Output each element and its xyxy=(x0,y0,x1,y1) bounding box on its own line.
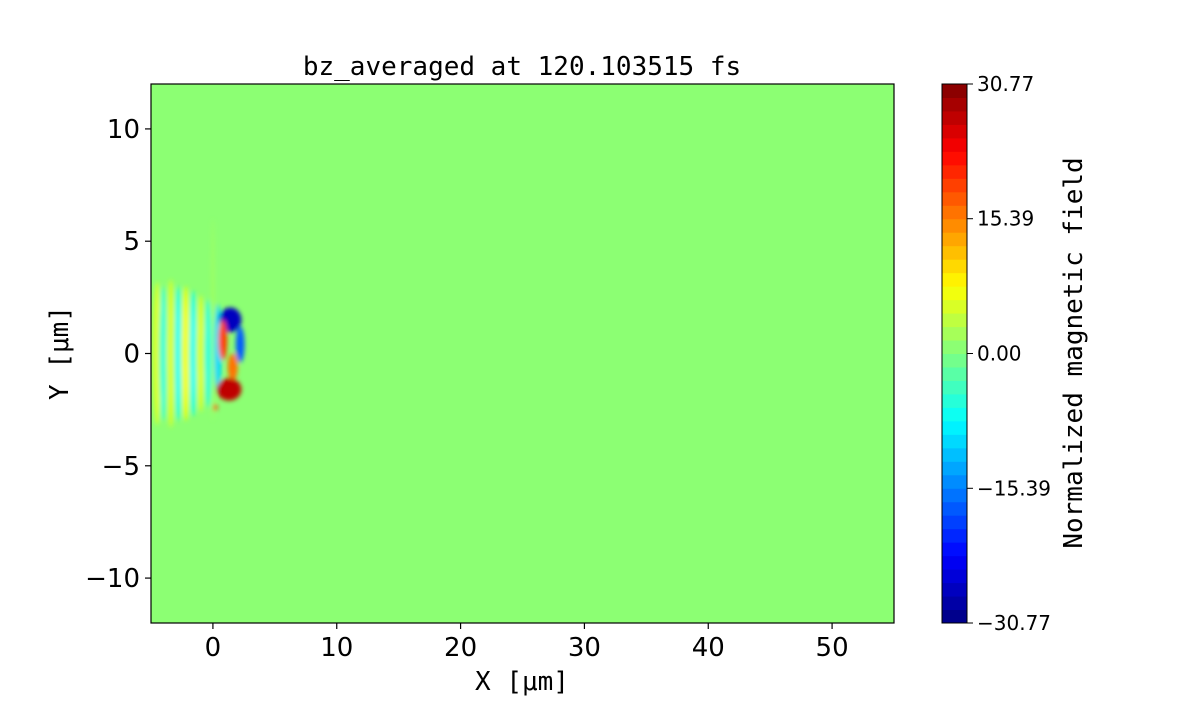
y-axis-label: Y [μm] xyxy=(45,306,75,400)
colorbar-tick-label: −30.77 xyxy=(977,611,1051,635)
colorbar-level xyxy=(942,596,967,611)
y-tick-label: 10 xyxy=(107,115,140,145)
y-tick-label: −10 xyxy=(85,564,140,594)
x-tick-label: 40 xyxy=(692,633,725,663)
field-feature xyxy=(216,378,242,401)
x-tick-label: 20 xyxy=(444,633,477,663)
field-feature xyxy=(218,319,228,361)
x-tick-label: 0 xyxy=(205,633,222,663)
colorbar-level xyxy=(942,542,967,557)
colorbar-tick-label: 0.00 xyxy=(977,342,1022,366)
colorbar-level xyxy=(942,366,967,381)
colorbar-level xyxy=(942,609,967,624)
colorbar-level xyxy=(942,353,967,368)
field-feature xyxy=(204,299,212,408)
x-tick-label: 50 xyxy=(816,633,849,663)
chart-title: bz_averaged at 120.103515 fs xyxy=(303,52,741,82)
colorbar-level xyxy=(942,434,967,449)
field-feature xyxy=(166,279,176,428)
colorbar-level xyxy=(942,515,967,530)
colorbar-level xyxy=(942,245,967,260)
colorbar-level xyxy=(942,286,967,301)
field-feature xyxy=(227,353,238,381)
colorbar-level xyxy=(942,555,967,570)
colorbar-level xyxy=(942,151,967,166)
colorbar-level xyxy=(942,259,967,274)
colorbar-level xyxy=(942,420,967,435)
colorbar-level xyxy=(942,313,967,328)
colorbar-level xyxy=(942,340,967,354)
colorbar-level xyxy=(942,528,967,543)
colorbar-tick-label: −15.39 xyxy=(977,476,1051,500)
field-feature xyxy=(174,286,182,421)
plot-area xyxy=(151,84,894,623)
colorbar-level xyxy=(942,474,967,489)
colorbar-level xyxy=(942,488,967,503)
colorbar-level xyxy=(942,164,967,179)
field-feature xyxy=(213,404,218,411)
colorbar-level xyxy=(942,110,967,125)
colorbar-label: Normalized magnetic field xyxy=(1059,157,1089,548)
colorbar-level xyxy=(942,447,967,462)
colorbar-level xyxy=(942,582,967,597)
x-tick-label: 10 xyxy=(320,633,353,663)
colorbar-tick-label: 15.39 xyxy=(977,207,1034,231)
y-tick-label: −5 xyxy=(102,452,140,482)
colorbar-level xyxy=(942,205,967,220)
y-tick-label: 5 xyxy=(123,227,140,257)
colorbar-level xyxy=(942,191,967,206)
colorbar-level xyxy=(942,326,967,341)
field-feature xyxy=(159,286,168,421)
y-tick-label: 0 xyxy=(123,340,140,370)
field-feature xyxy=(235,326,245,363)
colorbar-level xyxy=(942,272,967,287)
colorbar-level xyxy=(942,218,967,233)
colorbar-level xyxy=(942,569,967,584)
field-feature xyxy=(181,286,191,421)
colorbar-level xyxy=(942,232,967,247)
colorbar-level xyxy=(942,178,967,193)
colorbar-level xyxy=(942,84,967,98)
field-feature xyxy=(189,290,197,417)
colorbar-level xyxy=(942,137,967,152)
field-feature xyxy=(196,295,205,412)
colorbar-level xyxy=(942,461,967,476)
colorbar-level xyxy=(942,299,967,314)
colorbar-level xyxy=(942,380,967,395)
colorbar-level xyxy=(942,501,967,516)
colorbar-level xyxy=(942,124,967,139)
x-tick-label: 30 xyxy=(568,633,601,663)
x-axis-label: X [μm] xyxy=(475,667,569,697)
colorbar-level xyxy=(942,97,967,112)
colorbar-tick-label: 30.77 xyxy=(977,72,1034,96)
field-feature xyxy=(211,218,215,421)
field-feature xyxy=(152,281,162,426)
colorbar-level xyxy=(942,393,967,408)
colorbar-level xyxy=(942,407,967,422)
